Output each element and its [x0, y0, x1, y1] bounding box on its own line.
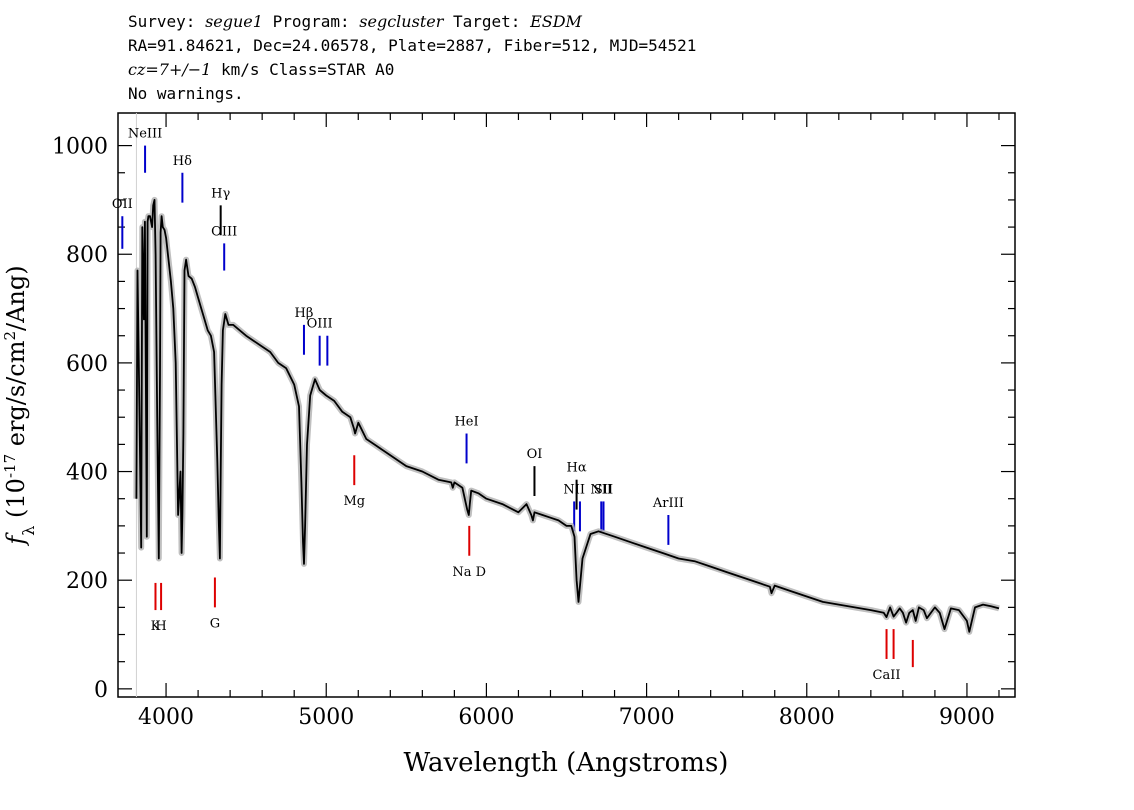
x-tick-label: 7000: [619, 705, 675, 730]
x-tick-label: 4000: [138, 705, 194, 730]
y-tick-label: 0: [94, 678, 108, 703]
y-tick-label: 400: [66, 461, 108, 486]
error-band: [133, 196, 1000, 635]
emission-line-label: SII: [594, 482, 613, 497]
target-value: ESDM: [530, 12, 582, 31]
x-tick-label: 6000: [458, 705, 514, 730]
absorption-line-label: Mg: [343, 494, 365, 509]
header-line-4: No warnings.: [128, 84, 244, 103]
spectrum-series: [133, 196, 1000, 635]
header-line-3: cz=7+/−1 km/s Class=STAR A0: [128, 58, 696, 82]
absorption-line-label: CaII: [873, 668, 901, 683]
emission-line-label: NeIII: [128, 127, 162, 142]
redshift-value: cz=7+/−1: [128, 60, 212, 79]
y-axis-label: fλ (10-17 erg/s/cm2/Ang): [1, 265, 38, 546]
header-line-1: Survey: segue1 Program: segcluster Targe…: [128, 10, 696, 34]
absorption-line-label: Na D: [452, 565, 486, 580]
x-axis-label: Wavelength (Angstroms): [404, 748, 729, 778]
absorption-line-label: K: [151, 619, 161, 634]
axis-ticks: 4000 5000 6000 7000 8000 9000 0 200 400 600 800 100…: [52, 113, 1015, 730]
emission-line-label: Hβ: [295, 306, 314, 321]
emission-line-label: HeI: [454, 415, 478, 430]
absorption-line-label: G: [210, 616, 220, 631]
emission-line-label: NII: [563, 482, 585, 497]
header-line-2: RA=91.84621, Dec=24.06578, Plate=2887, F…: [128, 36, 697, 55]
sky-line-label: Hα: [567, 461, 587, 476]
emission-line-label: OII: [112, 197, 133, 212]
class-value: km/s Class=STAR A0: [211, 60, 395, 79]
spectrum-line: [135, 199, 1000, 633]
program-label: Program:: [272, 12, 350, 31]
y-tick-label: 800: [66, 243, 108, 268]
plot-border: [117, 112, 1016, 698]
x-tick-label: 8000: [779, 705, 835, 730]
emission-line-label: OIII: [307, 317, 333, 332]
y-tick-label: 600: [66, 352, 108, 377]
survey-label: Survey:: [128, 12, 196, 31]
x-tick-label: 9000: [939, 705, 995, 730]
y-axis-label-text: fλ (10-17 erg/s/cm2/Ang): [1, 265, 38, 546]
y-tick-label: 200: [66, 569, 108, 594]
y-tick-label: 1000: [52, 135, 108, 160]
emission-line-label: NII: [590, 482, 612, 497]
program-value: segcluster: [359, 12, 444, 31]
absorption-line-label: H: [155, 619, 166, 634]
emission-line-label: OIII: [211, 224, 237, 239]
spectrum-header: Survey: segue1 Program: segcluster Targe…: [128, 10, 696, 106]
sky-line-label: OI: [527, 447, 543, 462]
emission-line-label: Hδ: [173, 154, 192, 169]
target-label: Target:: [453, 12, 521, 31]
survey-value: segue1: [205, 12, 263, 31]
sky-line-label: Hγ: [211, 186, 230, 201]
emission-line-label: ArIII: [652, 496, 684, 511]
x-tick-label: 5000: [298, 705, 354, 730]
